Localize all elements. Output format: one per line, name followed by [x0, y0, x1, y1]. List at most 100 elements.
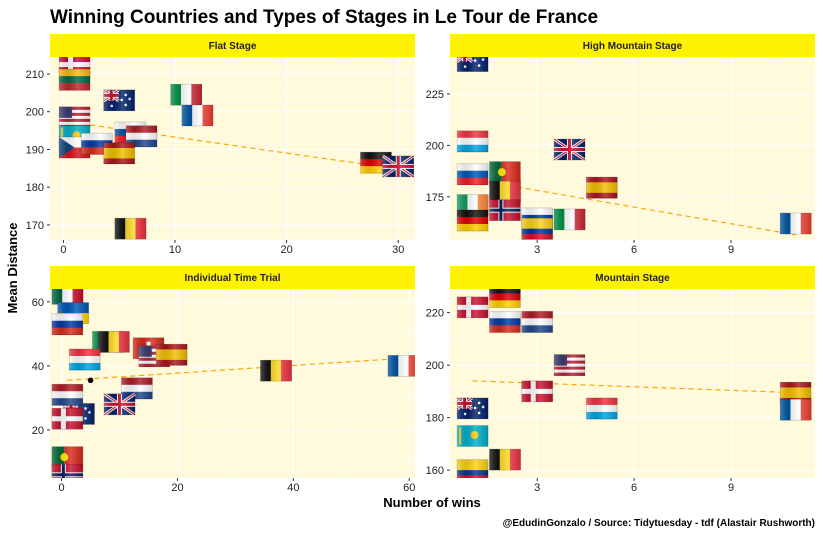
black-data-point	[87, 377, 94, 384]
flag-point-ru	[489, 310, 521, 333]
x-tick-label: 9	[728, 482, 734, 494]
y-tick-label: 20	[32, 425, 44, 437]
y-tick-label: 170	[26, 220, 44, 232]
x-axis-title: Number of wins	[383, 495, 481, 510]
facet-strip	[50, 266, 415, 289]
flag-point-be	[489, 180, 521, 203]
flag-point-dk	[456, 296, 489, 319]
flag-point-co	[521, 217, 554, 240]
chart-title: Winning Countries and Types of Stages in…	[50, 7, 598, 28]
x-tick-label: 30	[392, 244, 404, 256]
flag-point-gb	[103, 392, 136, 417]
facet-mountain-stage: Mountain Stage 3 6 9 160 180 200 220	[426, 266, 815, 494]
data-points	[456, 289, 812, 478]
flag-point-es	[585, 176, 618, 199]
chart-caption: @EdudinGonzalo / Source: Tidytuesday - t…	[503, 518, 815, 529]
flag-point-ru	[51, 313, 84, 336]
x-tick-label: 6	[631, 482, 637, 494]
flag-point-dk	[521, 380, 554, 403]
flag-point-de	[456, 209, 489, 232]
flag-point-lu	[68, 348, 101, 371]
trend-line	[67, 357, 410, 381]
data-points	[51, 289, 415, 478]
y-tick-label: 180	[26, 182, 44, 194]
flag-point-fr	[387, 354, 415, 377]
flag-point-be	[489, 448, 521, 471]
flag-point-it	[553, 208, 586, 231]
flag-point-lu	[456, 130, 489, 153]
flag-point-gb	[553, 137, 586, 162]
flag-point-no	[489, 199, 521, 222]
facet-strip-label: High Mountain Stage	[583, 41, 683, 52]
flag-point-nl	[121, 377, 153, 400]
facet-individual-time-trial: Individual Time Trial 0 20 40 60 20 40 60	[32, 266, 415, 494]
flag-point-lt	[58, 68, 91, 91]
y-tick-label: 200	[426, 360, 444, 372]
facet-strip	[50, 34, 415, 57]
flag-point-gb	[381, 154, 415, 179]
flag-point-dk	[51, 407, 84, 430]
flag-point-es	[155, 343, 188, 366]
flag-point-be	[97, 330, 130, 353]
panel-grid	[50, 289, 415, 478]
flag-point-kz	[456, 425, 489, 447]
flag-point-fr	[181, 104, 214, 127]
y-tick-label: 200	[426, 140, 444, 152]
y-tick-label: 225	[426, 89, 444, 101]
y-axis-title: Mean Distance	[5, 222, 20, 313]
flag-point-no	[51, 463, 84, 478]
y-tick-label: 175	[426, 192, 444, 204]
y-tick-label: 40	[32, 361, 44, 373]
y-tick-label: 60	[32, 297, 44, 309]
flag-point-be	[260, 359, 292, 382]
x-tick-label: 60	[403, 482, 415, 494]
flag-point-us	[553, 354, 586, 377]
y-tick-label: 200	[26, 107, 44, 119]
x-tick-label: 0	[59, 482, 65, 494]
flag-point-pt	[489, 161, 521, 184]
data-points	[456, 57, 812, 240]
facet-strip-label: Individual Time Trial	[185, 273, 281, 284]
flag-point-pt	[51, 446, 84, 469]
x-tick-label: 20	[281, 244, 293, 256]
flag-point-au	[456, 396, 489, 420]
facet-flat-stage: Flat Stage 0 10 20 30 170 180 190 200 210	[26, 34, 415, 256]
flag-point-si	[456, 163, 489, 186]
flag-point-au	[456, 57, 489, 73]
facet-strip	[450, 266, 815, 289]
flag-point-lu	[585, 397, 618, 420]
flag-point-be	[114, 217, 147, 240]
x-tick-label: 9	[728, 244, 734, 256]
x-tick-label: 20	[171, 482, 183, 494]
flag-point-nl	[521, 310, 554, 333]
flag-point-fr	[779, 212, 812, 235]
x-tick-label: 3	[534, 482, 540, 494]
x-tick-label: 10	[169, 244, 181, 256]
flag-point-es	[103, 142, 136, 165]
flag-point-co	[456, 459, 489, 478]
flag-point-us	[58, 106, 91, 129]
y-tick-label: 220	[426, 308, 444, 320]
y-tick-label: 180	[426, 413, 444, 425]
facet-strip	[450, 34, 815, 57]
flag-point-it	[170, 83, 203, 106]
flag-point-au	[102, 88, 136, 112]
data-points	[58, 57, 415, 240]
flag-point-fr	[779, 398, 812, 421]
flag-point-nl	[125, 125, 158, 148]
facet-strip-label: Mountain Stage	[595, 273, 670, 284]
flag-point-nl	[51, 383, 84, 406]
y-tick-label: 210	[26, 69, 44, 81]
panel-background	[50, 289, 415, 478]
x-tick-label: 40	[287, 482, 299, 494]
x-tick-label: 3	[534, 244, 540, 256]
facet-strip-label: Flat Stage	[209, 41, 257, 52]
facet-high-mountain-stage: High Mountain Stage 3 6 9 175 200 225	[426, 34, 815, 256]
y-tick-label: 160	[426, 465, 444, 477]
x-tick-label: 6	[631, 244, 637, 256]
x-tick-label: 0	[60, 244, 66, 256]
y-tick-label: 190	[26, 144, 44, 156]
